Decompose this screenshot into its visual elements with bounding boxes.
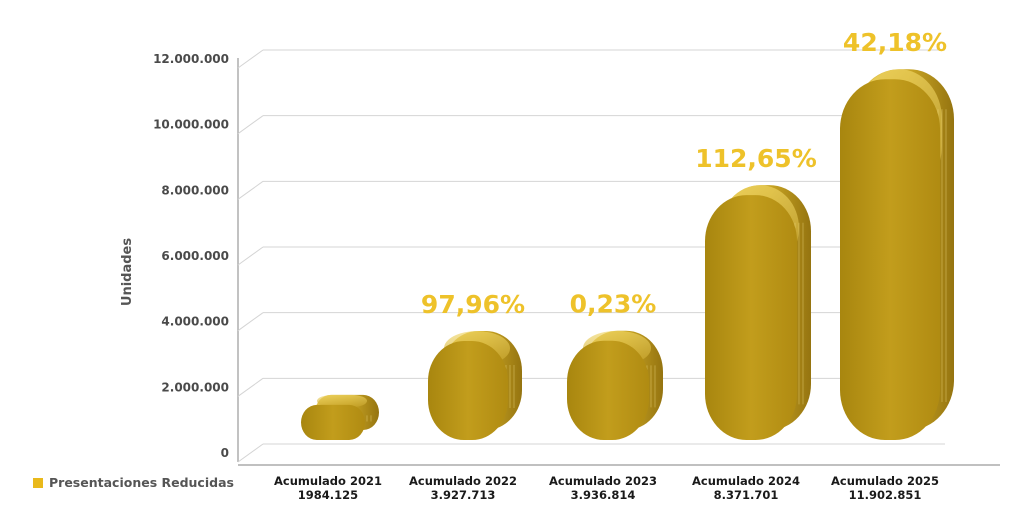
category-label: Acumulado 2024 [692, 474, 800, 488]
bar-front [705, 195, 797, 440]
bar [840, 69, 954, 440]
gridline-depth [237, 115, 264, 135]
category-label: Acumulado 2022 [409, 474, 517, 488]
value-label: 3.927.713 [431, 488, 496, 502]
legend: Presentaciones Reducidas [33, 475, 234, 490]
y-axis-title: Unidades [120, 238, 135, 306]
legend-swatch-icon [33, 477, 43, 488]
y-tick-label: 4.000.000 [161, 315, 229, 329]
growth-label: 42,18% [843, 28, 947, 57]
gridline-depth [237, 49, 264, 69]
growth-label: 0,23% [570, 290, 657, 319]
gridline-depth [237, 312, 264, 332]
category-label: Acumulado 2021 [274, 474, 382, 488]
gridline-depth [237, 443, 264, 463]
y-tick-label: 6.000.000 [161, 249, 229, 263]
y-tick-label: 8.000.000 [161, 183, 229, 197]
y-tick-label: 0 [221, 446, 229, 460]
axis-layer: 0 2.000.000 4.000.000 6.000.000 8.000.000 10.… [120, 49, 1000, 466]
bar-front [567, 340, 649, 440]
gridline-depth [237, 377, 264, 397]
y-tick-label: 12.000.000 [153, 52, 229, 66]
bar [705, 185, 811, 440]
gridline-depth [237, 180, 264, 200]
bar-front [840, 79, 940, 440]
category-label: Acumulado 2025 [831, 474, 939, 488]
gridline-depth [237, 246, 264, 266]
legend-label: Presentaciones Reducidas [49, 475, 234, 490]
growth-label: 112,65% [695, 144, 817, 173]
category-label: Acumulado 2023 [549, 474, 657, 488]
bar [428, 331, 522, 440]
bar-front [428, 341, 508, 440]
bar [567, 330, 663, 440]
bar-front [301, 404, 365, 440]
bar-top-highlight [317, 394, 367, 408]
labels-layer: 97,96% 0,23% 112,65% 42,18% Acumulado 202119… [274, 28, 947, 502]
value-label: 8.371.701 [714, 488, 779, 502]
value-label: 3.936.814 [571, 488, 636, 502]
growth-label: 97,96% [421, 290, 525, 319]
value-label: 1984.125 [298, 488, 358, 502]
y-tick-label: 2.000.000 [161, 380, 229, 394]
bar [301, 394, 379, 440]
bars-layer [301, 69, 954, 440]
value-label: 11.902.851 [849, 488, 922, 502]
y-tick-label: 10.000.000 [153, 118, 229, 132]
